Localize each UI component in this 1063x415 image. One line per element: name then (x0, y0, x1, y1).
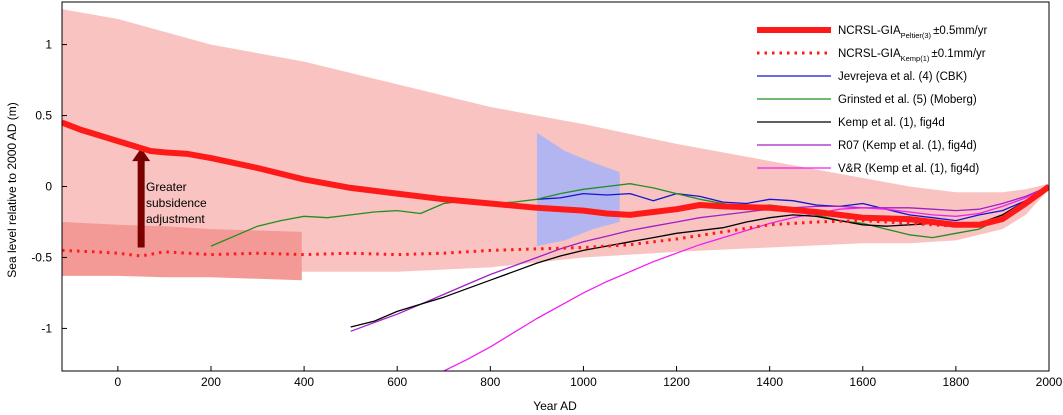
x-tick-label: 200 (201, 375, 221, 389)
legend-item-kemp-et-al-1-fig4d: Kemp et al. (1), fig4d (757, 117, 945, 129)
series-line-ncrsl-gia-peltier-3 (62, 119, 1049, 228)
series-line-r07-kemp-et-al-1-fig4d (350, 185, 1049, 332)
legend-label: Kemp et al. (1), fig4d (838, 117, 945, 129)
x-tick-label: 0 (115, 375, 122, 389)
y-tick-label: -0.5 (31, 250, 52, 264)
subsidence-arrow-head (132, 148, 151, 162)
x-tick-label: 1400 (756, 375, 783, 389)
legend-item-ncrsl-gia-peltier-3: NCRSL-GIAPeltier(3) ±0.5mm/yr (757, 25, 987, 40)
legend: NCRSL-GIAPeltier(3) ±0.5mm/yr NCRSL-GIAKem… (757, 25, 987, 175)
series-line-v-r-kemp-et-al-1-fig4d (443, 185, 1049, 371)
x-tick-label: 1600 (849, 375, 876, 389)
y-tick-label: 0.5 (35, 109, 52, 123)
jevrejeva-uncertainty-band (536, 132, 620, 247)
annotation-line-3: adjustment (146, 212, 205, 226)
y-axis-title: Sea level relative to 2000 AD (m) (5, 102, 19, 277)
legend-item-grinsted-et-al-5-moberg: Grinsted et al. (5) (Moberg) (757, 94, 977, 106)
y-tick-label: -1 (41, 321, 52, 335)
y-tick-label: 0 (45, 180, 52, 194)
x-tick-label: 800 (480, 375, 500, 389)
series-line-grinsted-et-al-5-moberg (210, 183, 1049, 247)
kemp-uncertainty-band (62, 222, 302, 281)
x-axis-title: Year AD (533, 399, 577, 413)
legend-item-r07-kemp-et-al-1-fig4d: R07 (Kemp et al. (1), fig4d) (757, 140, 977, 152)
legend-label: Grinsted et al. (5) (Moberg) (838, 94, 977, 106)
legend-label: V&R (Kemp et al. (1), fig4d) (838, 163, 979, 175)
legend-item-ncrsl-gia-kemp-1: NCRSL-GIAKemp(1) ±0.1mm/yr (757, 48, 986, 63)
legend-label: R07 (Kemp et al. (1), fig4d) (838, 140, 977, 152)
x-tick-label: 1800 (943, 375, 970, 389)
x-tick-label: 600 (387, 375, 407, 389)
axes: 0 200 400 600 800 1000 1200 1400 1600 1800 2000 1 0.… (31, 38, 1062, 389)
annotation-line-2: subsidence (146, 196, 207, 210)
x-tick-label: 400 (294, 375, 314, 389)
series-line-jevrejeva-et-al-4-cbk (536, 185, 1049, 222)
legend-item-jevrejeva-et-al-4-cbk: Jevrejeva et al. (4) (CBK) (757, 71, 967, 83)
x-tick-label: 1200 (663, 375, 690, 389)
annotation-line-1: Greater (146, 180, 187, 194)
x-tick-label: 2000 (1036, 375, 1063, 389)
legend-label: NCRSL-GIAPeltier(3) ±0.5mm/yr (838, 25, 987, 40)
legend-item-v-r-kemp-et-al-1-fig4d: V&R (Kemp et al. (1), fig4d) (757, 163, 979, 175)
legend-label: Jevrejeva et al. (4) (CBK) (838, 71, 967, 83)
subsidence-annotation: Greater subsidence adjustment (132, 148, 207, 248)
x-tick-label: 1000 (570, 375, 597, 389)
data-series (62, 119, 1049, 371)
legend-label: NCRSL-GIAKemp(1) ±0.1mm/yr (838, 48, 986, 63)
y-tick-label: 1 (45, 38, 52, 52)
